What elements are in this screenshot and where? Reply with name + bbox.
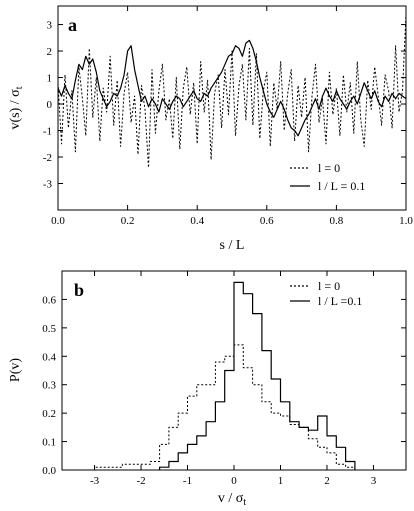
panel-a-ylabel-main: v(s) / σ xyxy=(8,89,23,130)
panel-b-ytick-label: 0.5 xyxy=(42,323,56,335)
panel-a-ylabel: v(s) / σt xyxy=(8,86,25,129)
panel-b-xlabel: v / σt xyxy=(218,491,246,508)
panel-b-ytick-label: 0.2 xyxy=(42,408,56,420)
panel-a-legend: l = 0 l / L = 0.1 xyxy=(290,161,365,193)
panel-a-xtick-label: 0.4 xyxy=(190,215,204,227)
panel-a-legend-label-l0: l = 0 xyxy=(318,161,340,175)
panel-b-ytick-label: 0.0 xyxy=(42,465,56,477)
panel-a-series-l01 xyxy=(57,39,407,137)
panel-a-ytick-label: 0 xyxy=(47,99,53,111)
panel-b-legend: l = 0 l / L =0.1 xyxy=(290,279,362,308)
panel-b-ylabel: P(v) xyxy=(8,358,23,382)
panel-b-xtick-label: 1 xyxy=(278,475,284,487)
panel-a-ticks: 0.0 0.2 0.4 0.6 0.8 1.0 -3 -2 -1 0 1 2 3 xyxy=(43,6,413,227)
panel-b-ytick-label: 0.6 xyxy=(42,294,56,306)
panel-a: 0.0 0.2 0.4 0.6 0.8 1.0 -3 -2 -1 0 1 2 3 a s / L v(s… xyxy=(8,5,413,253)
panel-a-ytick-label: 2 xyxy=(47,46,53,58)
panel-b-xtick-label: 3 xyxy=(371,475,377,487)
panel-a-ytick-label: -2 xyxy=(43,152,52,164)
panel-b-xtick-label: -3 xyxy=(90,475,100,487)
panel-a-ylabel-sub: t xyxy=(14,86,25,89)
panel-a-xtick-label: 0.6 xyxy=(260,215,274,227)
panel-a-series xyxy=(57,13,407,169)
panel-a-label: a xyxy=(68,15,77,35)
panel-a-series-l0 xyxy=(57,13,407,169)
panel-b-xlabel-sub: t xyxy=(243,497,246,508)
panel-b-series-l01 xyxy=(159,281,356,470)
panel-b-label: b xyxy=(74,280,84,300)
panel-b-xtick-label: -1 xyxy=(183,475,192,487)
panel-b-xtick-label: 2 xyxy=(324,475,330,487)
panel-a-xtick-label: 0.0 xyxy=(51,215,65,227)
panel-a-ytick-label: -1 xyxy=(43,126,52,138)
panel-b-legend-label-l0: l = 0 xyxy=(318,279,340,293)
panel-a-xtick-label: 0.2 xyxy=(121,215,135,227)
panel-b-xtick-label: 0 xyxy=(231,475,237,487)
panel-b-ytick-label: 0.4 xyxy=(42,351,56,363)
panel-a-ytick-label: 1 xyxy=(47,73,53,85)
panel-a-ytick-label: 3 xyxy=(47,20,53,32)
panel-b-legend-label-l01: l / L =0.1 xyxy=(318,294,362,308)
panel-b-xlabel-main: v / σ xyxy=(218,491,244,506)
panel-b-ytick-label: 0.3 xyxy=(42,380,56,392)
panel-b-ticks: -3 -2 -1 0 1 2 3 0.0 0.1 0.2 0.3 0.4 0.5 0.6 xyxy=(42,271,406,487)
panel-a-frame xyxy=(57,5,407,211)
panel-a-ytick-label: -3 xyxy=(43,179,53,191)
panel-a-xlabel: s / L xyxy=(220,238,245,253)
panel-a-legend-label-l01: l / L = 0.1 xyxy=(318,179,365,193)
panel-a-xtick-label: 1.0 xyxy=(399,215,413,227)
panel-a-xtick-label: 0.8 xyxy=(330,215,344,227)
panel-b-series-l0 xyxy=(94,344,356,470)
panel-b-ytick-label: 0.1 xyxy=(42,437,56,449)
panel-b-series xyxy=(94,281,356,470)
panel-b: -3 -2 -1 0 1 2 3 0.0 0.1 0.2 0.3 0.4 0.5 0.6 b v / σt… xyxy=(8,270,407,508)
panel-b-xtick-label: -2 xyxy=(136,475,145,487)
